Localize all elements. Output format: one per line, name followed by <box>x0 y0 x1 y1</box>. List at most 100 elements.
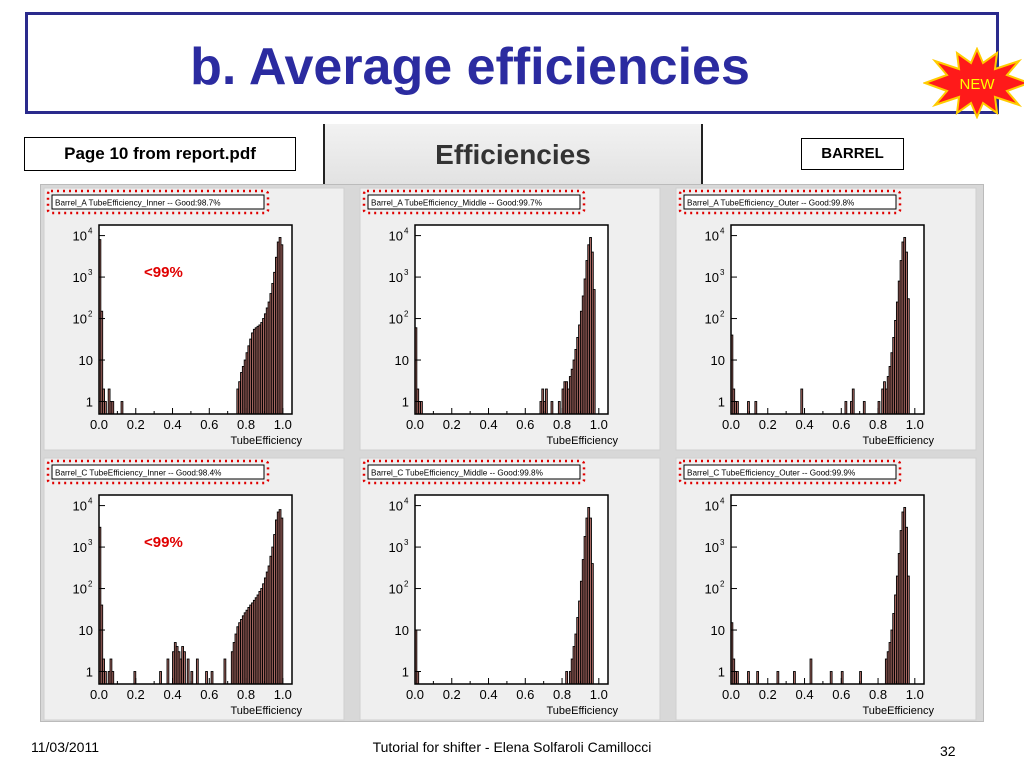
x-tick-label: 0.0 <box>90 687 108 702</box>
histogram-bar <box>280 244 284 415</box>
y-tick-exponent: 4 <box>88 497 93 506</box>
y-tick-label: 10 <box>73 270 87 285</box>
x-tick-label: 1.0 <box>590 687 608 702</box>
y-tick-label: 10 <box>73 499 87 514</box>
footer-author: Tutorial for shifter - Elena Solfaroli C… <box>372 739 652 755</box>
plot-border <box>730 494 925 685</box>
x-tick-label: 1.0 <box>906 687 924 702</box>
x-tick-label: 0.8 <box>237 417 255 432</box>
histogram-bar <box>159 671 162 685</box>
y-tick-exponent: 4 <box>88 227 93 236</box>
y-tick-label: 10 <box>711 623 725 638</box>
y-tick-exponent: 4 <box>720 497 725 506</box>
x-axis-label: TubeEfficiency <box>230 705 302 717</box>
histogram-bar <box>545 388 548 415</box>
x-tick-label: 0.8 <box>553 417 571 432</box>
histogram-panel: Barrel_C TubeEfficiency_Inner -- Good:98… <box>43 457 345 721</box>
low-efficiency-annotation: <99% <box>144 264 183 281</box>
x-tick-label: 0.2 <box>443 417 461 432</box>
x-tick-label: 0.4 <box>163 417 181 432</box>
y-tick-exponent: 4 <box>720 227 725 236</box>
x-tick-label: 0.6 <box>200 417 218 432</box>
histogram-bar <box>210 671 214 685</box>
x-tick-label: 0.6 <box>200 687 218 702</box>
histogram-panel: Barrel_A TubeEfficiency_Outer -- Good:99… <box>675 187 977 451</box>
histogram-panel: Barrel_A TubeEfficiency_Inner -- Good:98… <box>43 187 345 451</box>
x-tick-label: 1.0 <box>274 417 292 432</box>
y-tick-label: 10 <box>389 582 403 597</box>
y-tick-label: 10 <box>389 229 403 244</box>
histogram-title: Barrel_C TubeEfficiency_Outer -- Good:99… <box>687 469 855 478</box>
page-reference-label: Page 10 from report.pdf <box>24 137 296 171</box>
x-tick-label: 0.2 <box>759 417 777 432</box>
y-tick-label: 1 <box>718 665 725 680</box>
x-tick-label: 0.2 <box>127 687 145 702</box>
histogram-bar <box>736 401 739 415</box>
x-tick-label: 0.6 <box>516 417 534 432</box>
x-tick-label: 0.4 <box>163 687 181 702</box>
low-efficiency-annotation: <99% <box>144 534 183 551</box>
title-frame: b. Average efficiencies NEW <box>25 12 1024 119</box>
x-tick-label: 0.6 <box>832 687 850 702</box>
y-tick-exponent: 3 <box>88 538 93 547</box>
x-axis-label: TubeEfficiency <box>546 435 618 447</box>
y-tick-label: 1 <box>86 665 93 680</box>
histogram-grid: Barrel_A TubeEfficiency_Inner -- Good:98… <box>43 187 977 721</box>
histogram-title: Barrel_C TubeEfficiency_Inner -- Good:98… <box>55 469 221 478</box>
histogram-title: Barrel_C TubeEfficiency_Middle -- Good:9… <box>371 469 543 478</box>
y-tick-label: 10 <box>79 623 93 638</box>
x-tick-label: 0.4 <box>795 417 813 432</box>
x-axis-label: TubeEfficiency <box>862 435 934 447</box>
x-tick-label: 0.0 <box>406 417 424 432</box>
histogram-panel: Barrel_C TubeEfficiency_Middle -- Good:9… <box>359 457 661 721</box>
histogram-title-box <box>367 464 581 480</box>
x-tick-label: 0.8 <box>553 687 571 702</box>
y-tick-label: 10 <box>705 499 719 514</box>
histogram-title: Barrel_A TubeEfficiency_Inner -- Good:98… <box>55 199 221 208</box>
histogram-bar <box>111 401 115 415</box>
histogram-bar <box>851 388 855 415</box>
footer-page-number: 32 <box>940 743 956 759</box>
y-tick-label: 10 <box>705 312 719 327</box>
histogram-bar <box>183 651 186 685</box>
histogram-bar <box>104 401 107 415</box>
x-axis-label: TubeEfficiency <box>862 705 934 717</box>
histogram-bar <box>280 517 284 685</box>
histogram-title-box <box>51 464 265 480</box>
y-tick-exponent: 2 <box>720 580 725 589</box>
x-tick-label: 0.0 <box>406 687 424 702</box>
y-tick-label: 1 <box>402 665 409 680</box>
y-tick-exponent: 3 <box>88 268 93 277</box>
y-tick-label: 10 <box>705 540 719 555</box>
footer-date: 11/03/2011 <box>31 739 99 755</box>
histogram-bar <box>186 658 190 685</box>
y-tick-label: 10 <box>73 312 87 327</box>
histogram-bar <box>862 401 866 415</box>
histogram-title-box <box>51 194 265 210</box>
histogram-title-box <box>683 464 897 480</box>
histogram-title: Barrel_A TubeEfficiency_Middle -- Good:9… <box>371 199 542 208</box>
slide-title: b. Average efficiencies <box>190 38 750 96</box>
histogram-bar <box>756 671 760 685</box>
histogram-bar <box>793 671 796 685</box>
histogram-bar <box>104 671 107 685</box>
plot-border <box>414 494 609 685</box>
y-tick-label: 1 <box>402 395 409 410</box>
y-tick-exponent: 3 <box>404 538 409 547</box>
x-tick-label: 0.2 <box>127 417 145 432</box>
y-tick-label: 10 <box>389 499 403 514</box>
y-tick-exponent: 3 <box>720 538 725 547</box>
histogram-bar <box>111 671 115 685</box>
x-tick-label: 1.0 <box>590 417 608 432</box>
histogram-bar <box>754 401 758 415</box>
x-tick-label: 0.0 <box>722 687 740 702</box>
histogram-bar <box>736 671 739 685</box>
histogram-title-box <box>367 194 581 210</box>
y-tick-label: 1 <box>718 395 725 410</box>
y-tick-label: 1 <box>86 395 93 410</box>
x-tick-label: 0.2 <box>759 687 777 702</box>
new-badge-text: NEW <box>960 76 996 93</box>
plot-border <box>414 224 609 415</box>
x-tick-label: 0.4 <box>479 687 497 702</box>
x-tick-label: 0.0 <box>722 417 740 432</box>
